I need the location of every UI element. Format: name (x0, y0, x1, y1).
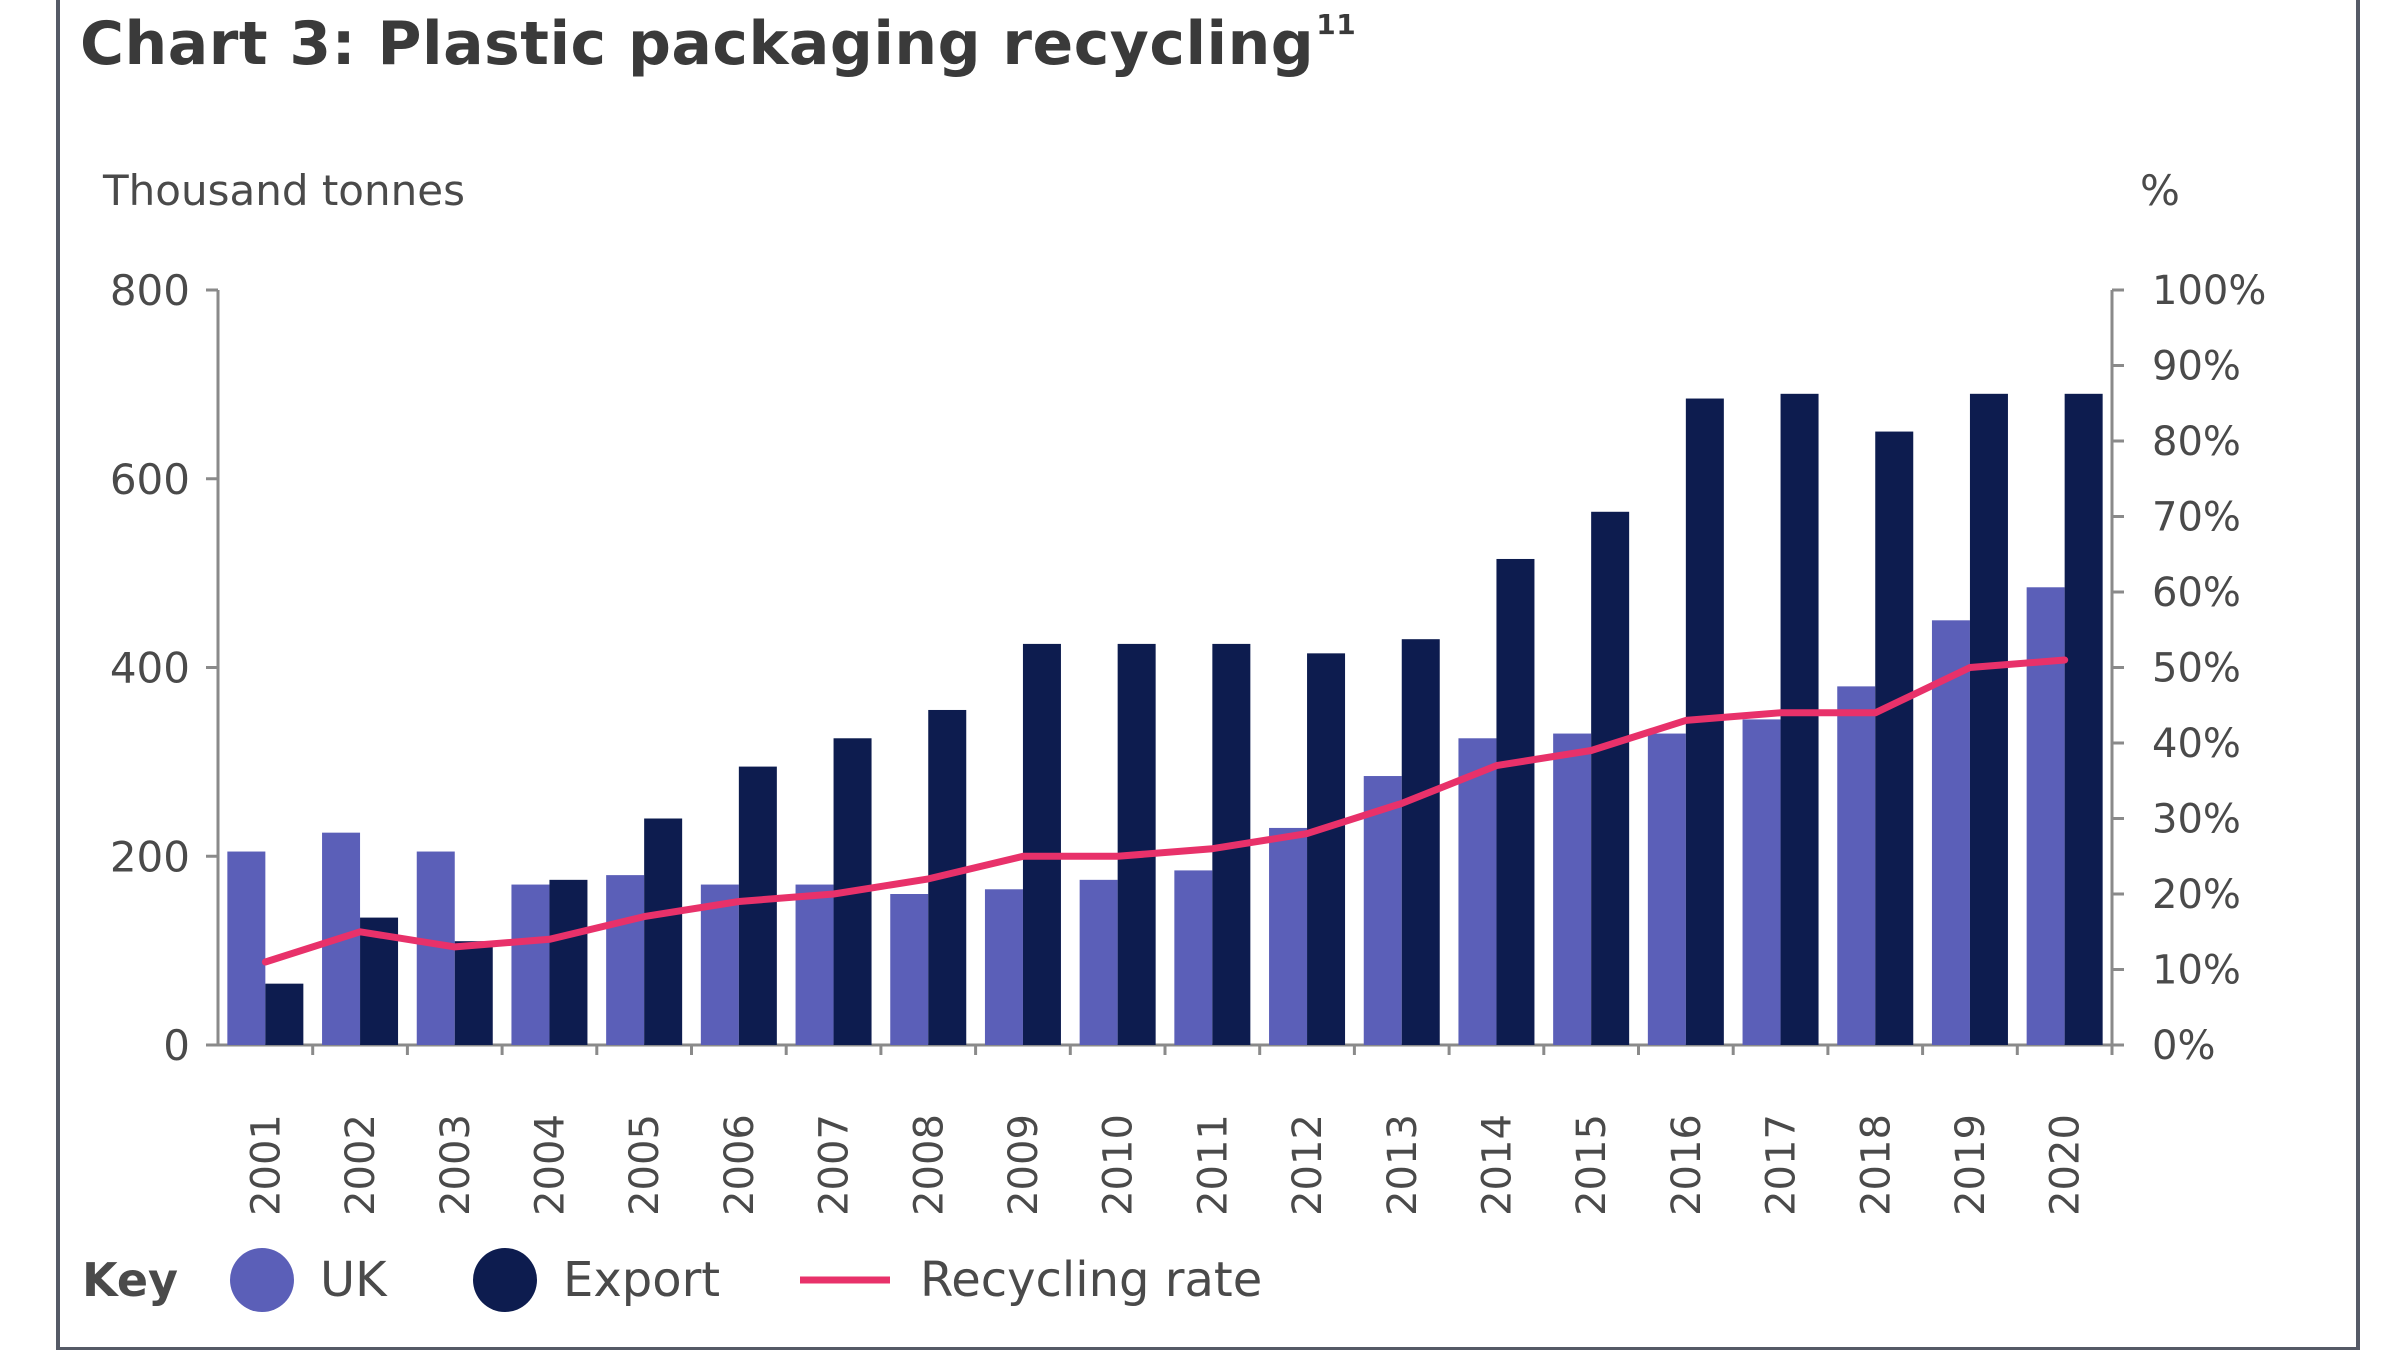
bar-uk (1837, 686, 1876, 1045)
bar-export (549, 879, 588, 1045)
x-tick-label: 2001 (243, 1114, 289, 1216)
right-tick-label: 80% (2152, 419, 2241, 465)
bar-uk (1363, 776, 1402, 1045)
x-tick-label: 2019 (1948, 1114, 1994, 1216)
y-axis-label: Thousand tonnes (102, 166, 465, 215)
x-tick-label: 2005 (622, 1114, 668, 1216)
bar-uk (1269, 827, 1308, 1045)
left-tick-label: 800 (110, 266, 190, 315)
y2-axis-label: % (2140, 166, 2180, 215)
x-tick-label: 2008 (906, 1114, 952, 1216)
right-tick-label: 40% (2152, 721, 2241, 767)
right-tick-label: 20% (2152, 872, 2241, 918)
right-tick-label: 10% (2152, 948, 2241, 994)
x-tick-label: 2011 (1190, 1114, 1236, 1216)
bar-export (1591, 511, 1630, 1045)
x-tick-label: 2012 (1285, 1114, 1331, 1216)
recycling-line-group (261, 656, 2069, 966)
bar-export (738, 766, 777, 1045)
bars-group (227, 393, 2103, 1045)
x-tick-label: 2015 (1569, 1114, 1615, 1216)
x-tick-label: 2020 (2043, 1114, 2089, 1216)
bar-export (1307, 653, 1346, 1045)
x-tick-label: 2016 (1664, 1114, 1710, 1216)
right-tick-label: 0% (2152, 1023, 2215, 1069)
x-tick-label: 2010 (1096, 1114, 1142, 1216)
bar-uk (700, 884, 739, 1045)
x-tick-label: 2007 (812, 1114, 858, 1216)
bar-export (1022, 643, 1061, 1045)
right-tick-label: 50% (2152, 646, 2241, 692)
x-tick-label: 2017 (1759, 1114, 1805, 1216)
chart-title: Chart 3: Plastic packaging recycling11 (80, 8, 1356, 79)
right-tick-label: 90% (2152, 344, 2241, 390)
bar-uk (1553, 733, 1592, 1045)
right-tick-label: 70% (2152, 495, 2241, 541)
x-tick-label: 2004 (527, 1114, 573, 1216)
x-tick-label: 2013 (1380, 1114, 1426, 1216)
x-tick-label: 2003 (433, 1114, 479, 1216)
legend-uk-label: UK (320, 1252, 388, 1308)
bar-uk (890, 894, 929, 1045)
bar-export (454, 941, 493, 1045)
axes-group: 0 200 400 600 800 0% 10% 20% 30% 40% 50% 60% 70% 80% 9… (110, 266, 2267, 1070)
legend-uk-swatch (230, 1248, 294, 1312)
left-tick-label: 200 (110, 832, 190, 881)
bar-uk (1647, 733, 1686, 1045)
recycling-rate-line (261, 656, 2069, 966)
bar-uk (606, 875, 645, 1045)
bar-export (1117, 643, 1156, 1045)
chart-frame (56, 0, 2360, 1350)
legend-export-label: Export (563, 1252, 720, 1308)
bar-export (1780, 393, 1819, 1045)
x-tick-label: 2006 (717, 1114, 763, 1216)
bar-uk (795, 884, 834, 1045)
bar-uk (984, 889, 1023, 1045)
bar-uk (511, 884, 550, 1045)
bar-export (265, 983, 304, 1045)
x-tick-label: 2009 (1001, 1114, 1047, 1216)
bar-uk (1931, 620, 1970, 1045)
bar-uk (1079, 879, 1118, 1045)
chart-title-text: Chart 3: Plastic packaging recycling (80, 9, 1315, 79)
title-footnote: 11 (1316, 8, 1357, 41)
left-tick-label: 600 (110, 455, 190, 504)
bar-uk (227, 851, 266, 1045)
bar-export (1875, 431, 1914, 1045)
legend-rate-label: Recycling rate (920, 1252, 1262, 1308)
bar-export (1401, 639, 1440, 1045)
bar-uk (1458, 738, 1497, 1045)
x-tick-label: 2002 (338, 1114, 384, 1216)
right-tick-label: 60% (2152, 570, 2241, 616)
bar-uk (1742, 719, 1781, 1045)
right-tick-label: 100% (2152, 268, 2266, 314)
x-tick-label: 2018 (1853, 1114, 1899, 1216)
left-tick-label: 0 (163, 1021, 190, 1070)
bar-uk (2026, 587, 2065, 1045)
legend: Key UK Export Recycling rate (82, 1248, 1262, 1312)
bar-export (2064, 393, 2103, 1045)
bar-export (1496, 558, 1535, 1045)
bar-export (644, 818, 683, 1045)
legend-title: Key (82, 1253, 178, 1307)
x-tick-labels: 2001 2002 2003 2004 2005 2006 2007 2008 2009 2010… (243, 1114, 2088, 1216)
x-tick-label: 2014 (1474, 1114, 1520, 1216)
left-tick-label: 400 (110, 644, 190, 693)
legend-export-swatch (473, 1248, 537, 1312)
bar-uk (1174, 870, 1213, 1045)
right-tick-label: 30% (2152, 797, 2241, 843)
bar-export (1969, 393, 2008, 1045)
